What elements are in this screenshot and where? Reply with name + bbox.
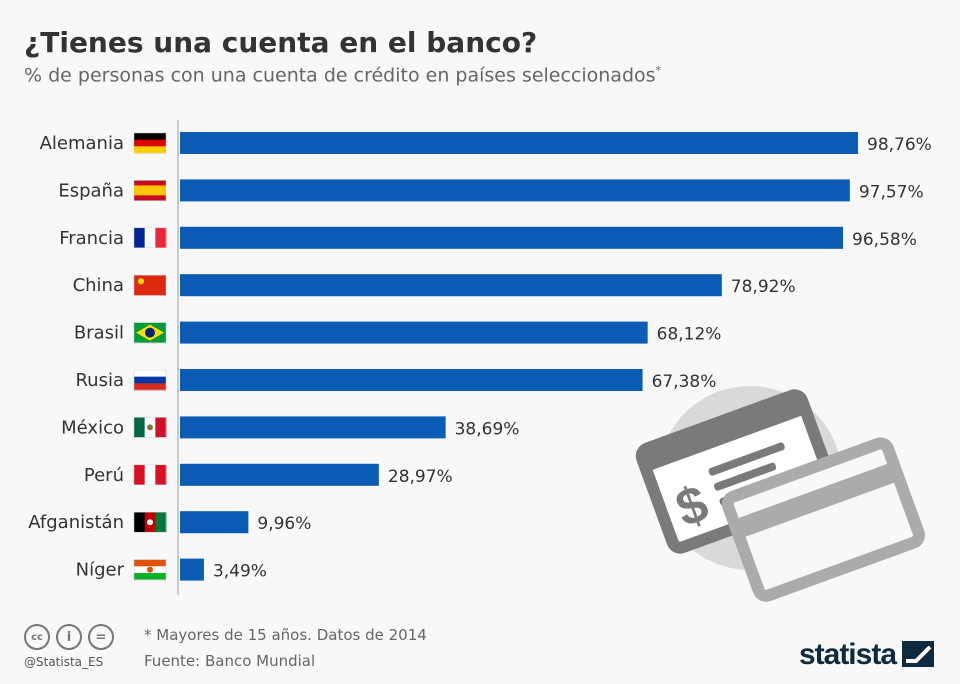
illustration: $: [635, 386, 925, 602]
category-label: Brasil: [74, 323, 124, 344]
bar: [180, 369, 643, 391]
bar: [180, 416, 446, 439]
category-label: Francia: [59, 228, 124, 249]
bar: [180, 132, 858, 154]
category-label: México: [61, 417, 124, 438]
credit-card-icon: [721, 437, 925, 602]
mexico-flag-icon: [133, 417, 167, 438]
attribution-icon: i: [56, 624, 82, 650]
footnote: * Mayores de 15 años. Datos de 2014: [144, 626, 427, 644]
statista-logo-mark: [902, 641, 934, 667]
logo-text: statista: [798, 638, 897, 671]
data-label: 78,92%: [731, 277, 796, 297]
niger-flag-icon: [133, 559, 167, 581]
subtitle-footnote-mark: *: [655, 64, 662, 77]
cc-icon: cc: [24, 624, 50, 650]
afghanistan-flag-icon: [133, 511, 167, 533]
data-label: 97,57%: [859, 182, 924, 202]
data-label: 28,97%: [388, 467, 453, 487]
bar: [180, 511, 249, 534]
brazil-flag-icon: [133, 322, 167, 344]
category-label: España: [58, 180, 124, 201]
data-label: 67,38%: [652, 372, 717, 392]
germany-flag-icon: [133, 132, 167, 154]
license-icons: cc i =: [24, 624, 114, 650]
source: Fuente: Banco Mundial: [144, 652, 316, 670]
bar: [180, 321, 648, 344]
france-flag-icon: [133, 227, 167, 249]
twitter-handle: @Statista_ES: [24, 655, 104, 669]
bar: [180, 463, 379, 486]
data-label: 9,96%: [257, 514, 311, 534]
statista-logo[interactable]: statista: [799, 638, 934, 672]
data-label: 38,69%: [455, 419, 520, 439]
peru-flag-icon: [133, 464, 167, 486]
subtitle-text: % de personas con una cuenta de crédito …: [24, 64, 656, 87]
data-label: 96,58%: [852, 230, 917, 250]
data-label: 98,76%: [867, 135, 932, 155]
category-label: Alemania: [40, 133, 124, 154]
china-flag-icon: [133, 274, 167, 296]
chart-title: ¿Tienes una cuenta en el banco?: [24, 26, 538, 59]
russia-flag-icon: [133, 369, 167, 391]
category-label: Níger: [76, 560, 125, 581]
bar: [180, 226, 844, 249]
data-label: 3,49%: [213, 562, 267, 582]
spain-flag-icon: [133, 180, 167, 201]
chart-subtitle: % de personas con una cuenta de crédito …: [24, 64, 661, 86]
data-label: 68,12%: [657, 325, 722, 345]
bar: [180, 274, 722, 297]
bar: [180, 179, 850, 202]
bar: [180, 558, 204, 581]
category-label: Rusia: [75, 370, 124, 391]
category-label: China: [73, 275, 124, 296]
category-label: Afganistán: [28, 512, 124, 533]
no-derivatives-icon: =: [88, 624, 114, 650]
category-label: Perú: [84, 465, 124, 486]
